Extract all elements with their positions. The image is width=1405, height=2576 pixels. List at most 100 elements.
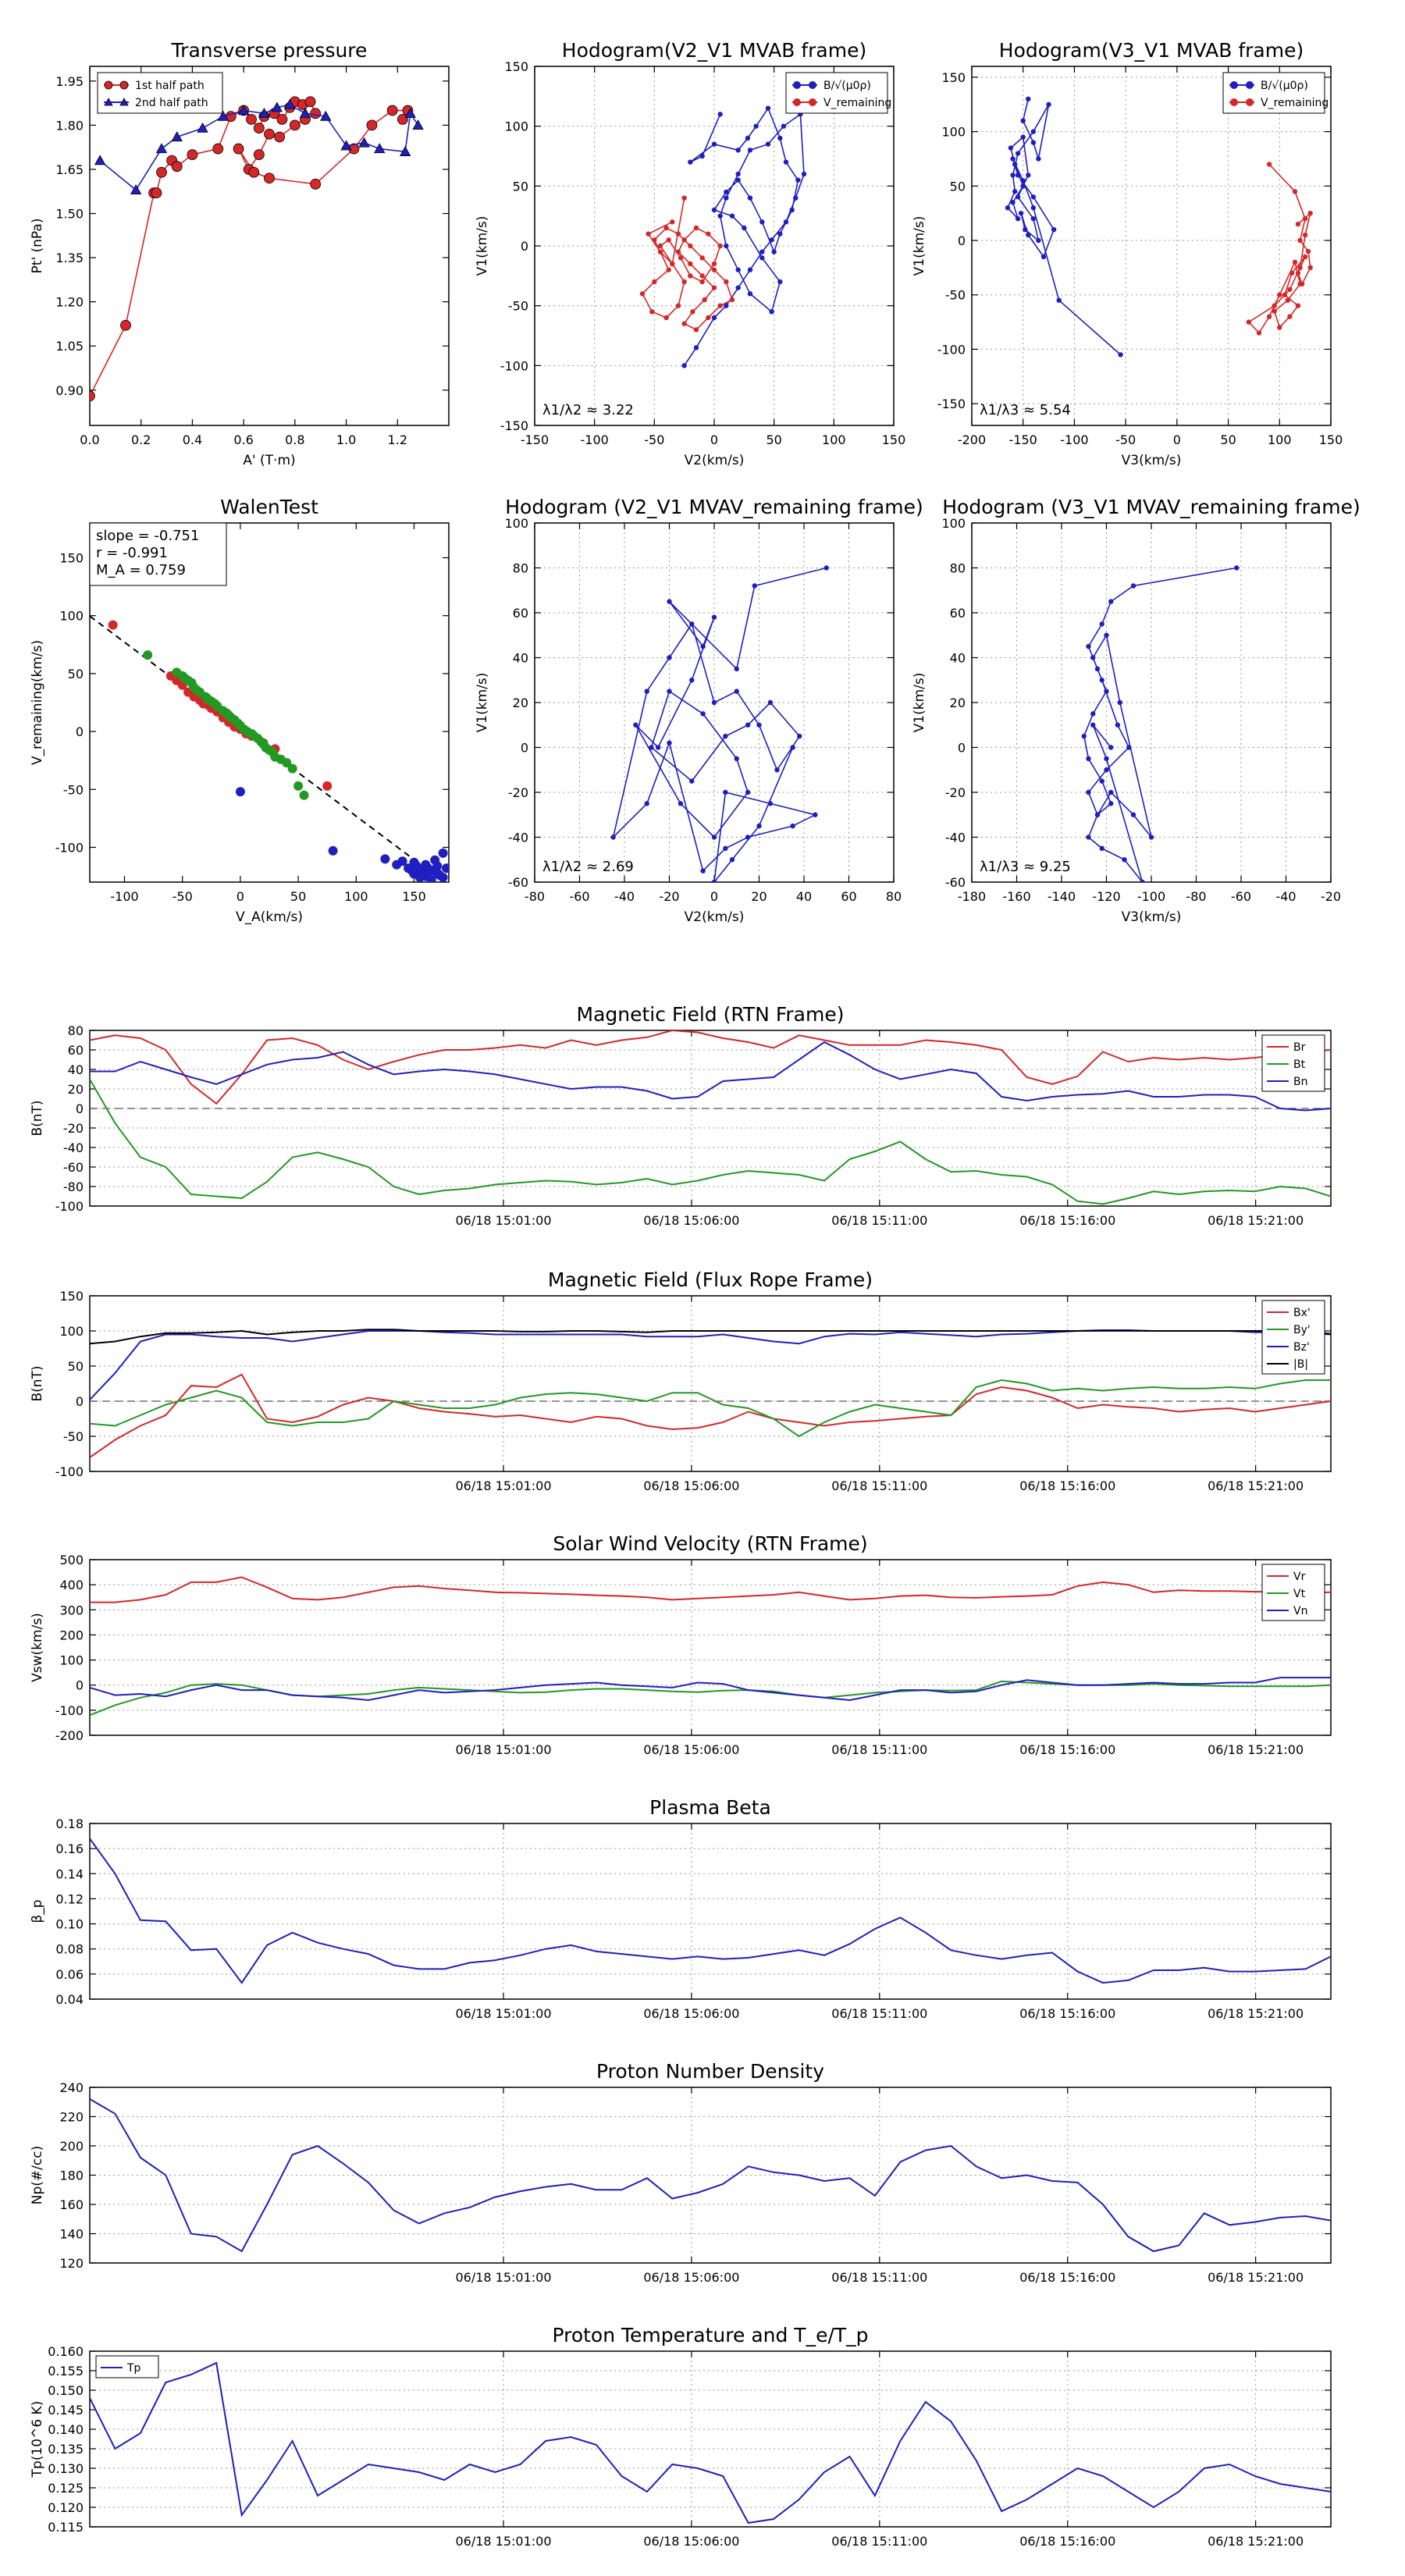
y-tick-label: 0.90	[55, 383, 84, 398]
x-tick-label: 06/18 15:11:00	[831, 1213, 927, 1228]
data-point	[652, 279, 657, 285]
data-point	[711, 614, 717, 620]
data-point	[1277, 292, 1282, 297]
y-tick-label: 60	[68, 1043, 84, 1058]
legend-marker	[119, 98, 129, 106]
data-point	[248, 166, 260, 178]
eigenvalue-ratio: λ1/λ3 ≈ 9.25	[980, 859, 1071, 875]
x-axis-label: V2(km/s)	[685, 453, 745, 468]
data-point	[783, 159, 789, 165]
data-point	[120, 319, 131, 331]
x-tick-label: 50	[766, 432, 781, 447]
data-point	[663, 315, 669, 321]
data-point	[1297, 237, 1303, 244]
data-point	[1020, 183, 1026, 189]
legend-marker	[104, 80, 113, 90]
data-point	[212, 143, 224, 155]
chart-h4: -180 -160 -140 -120 -100 -80 -60 -40 -20 -60 -40 -2…	[912, 496, 1361, 925]
chart-title: Proton Number Density	[596, 2060, 824, 2083]
data-point	[187, 149, 198, 161]
x-tick-label: -180	[958, 889, 986, 904]
data-point	[1030, 215, 1037, 222]
legend-label: Br	[1293, 1041, 1306, 1054]
data-point	[1282, 292, 1288, 297]
y-tick-label: -60	[508, 875, 528, 890]
x-axis-label: V_A(km/s)	[236, 909, 303, 925]
data-point	[649, 309, 655, 315]
data-point	[197, 122, 208, 133]
data-point	[724, 189, 729, 195]
data-point	[274, 131, 286, 143]
data-point	[729, 857, 735, 863]
data-point	[793, 195, 799, 201]
data-point	[706, 315, 711, 321]
data-point	[1104, 767, 1109, 773]
y-tick-label: 0.155	[48, 2364, 84, 2379]
y-tick-label: 100	[59, 1324, 84, 1339]
y-tick-label: 240	[59, 2080, 84, 2095]
y-tick-label: 0.08	[55, 1942, 84, 1957]
data-point	[745, 135, 751, 141]
data-point	[717, 112, 723, 117]
data-point	[1020, 134, 1026, 140]
y-tick-label: -50	[63, 782, 84, 797]
y-axis-label: Pt' (nPa)	[30, 219, 45, 274]
y-tick-label: -50	[63, 1429, 84, 1444]
data-point	[759, 249, 765, 254]
y-tick-label: 80	[68, 1023, 84, 1038]
legend-marker	[793, 81, 801, 89]
data-point	[699, 255, 705, 261]
data-point	[753, 123, 759, 129]
x-tick-label: 06/18 15:01:00	[455, 2534, 551, 2549]
series-line	[90, 1373, 1331, 1458]
data-point	[1302, 232, 1308, 238]
data-point	[1305, 248, 1311, 254]
y-tick-label: 100	[59, 609, 84, 624]
data-point	[689, 778, 695, 784]
data-point	[735, 177, 741, 183]
x-tick-label: 0	[237, 889, 244, 904]
data-point	[1295, 303, 1301, 308]
x-tick-label: 06/18 15:16:00	[1019, 2534, 1115, 2549]
series-line	[90, 1079, 1331, 1205]
x-tick-label: -20	[1321, 889, 1341, 904]
data-point	[1115, 722, 1121, 728]
y-tick-label: -60	[63, 1160, 84, 1175]
series-line	[90, 1030, 1331, 1105]
data-layer	[90, 2361, 1331, 2524]
y-tick-label: 50	[513, 179, 528, 194]
chart-title: WalenTest	[220, 496, 318, 518]
plot-frame	[89, 1559, 1332, 1736]
data-point	[1104, 756, 1109, 762]
y-tick-label: 0.12	[55, 1891, 84, 1906]
y-tick-label: 0.120	[48, 2500, 84, 2515]
data-point	[412, 119, 424, 130]
data-point	[759, 219, 765, 225]
data-point	[1295, 270, 1301, 276]
data-point	[1036, 156, 1041, 162]
x-tick-label: 06/18 15:01:00	[455, 2270, 551, 2285]
data-point	[801, 171, 807, 177]
grid	[971, 522, 1332, 883]
y-tick-label: -80	[63, 1179, 84, 1194]
y-tick-label: -150	[500, 418, 528, 433]
y-axis-label: β_p	[30, 1899, 45, 1923]
y-tick-label: 40	[513, 651, 528, 666]
data-point	[299, 108, 311, 118]
data-point	[1297, 281, 1303, 286]
data-point	[717, 303, 723, 308]
data-point	[1277, 325, 1282, 330]
data-point	[729, 297, 735, 303]
y-tick-label: 40	[950, 651, 966, 666]
data-layer	[1005, 96, 1313, 358]
y-tick-label: 200	[59, 1628, 84, 1642]
data-point	[1086, 756, 1091, 762]
tick-labels: -150 -100 -50 0 50 100 150 -150 -100 -50 0 50 100 150	[500, 59, 906, 447]
data-point	[1118, 352, 1123, 358]
data-point	[293, 781, 304, 791]
plot-frame	[971, 66, 1332, 426]
x-tick-label: 1.0	[336, 432, 356, 447]
data-point	[1126, 745, 1132, 750]
y-tick-label: -20	[63, 1121, 84, 1136]
data-point	[699, 153, 705, 159]
